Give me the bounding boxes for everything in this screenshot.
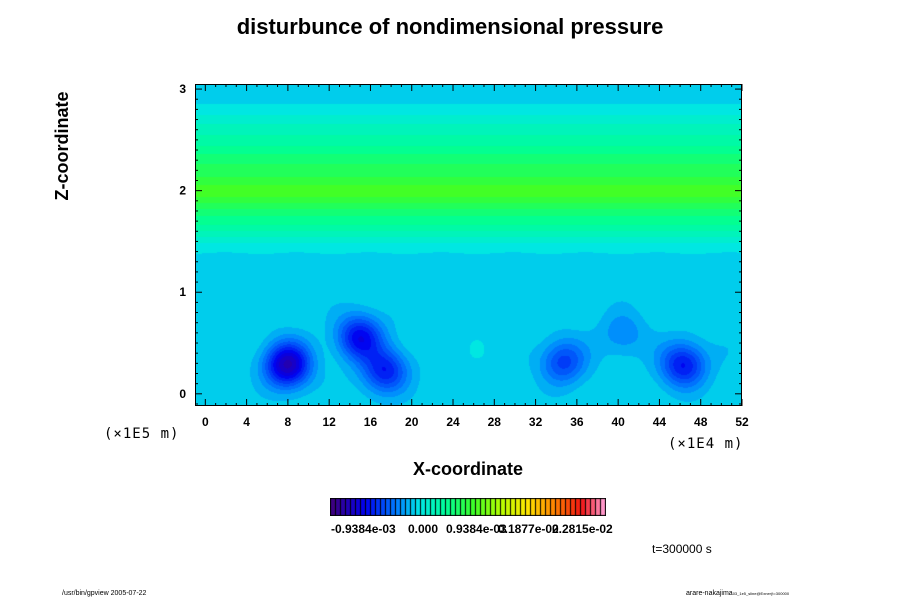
y-tick-label: 1 [179,285,186,299]
colorbar-label: 0.2815e-02 [552,522,613,536]
footer-file: 03_1e5_sline@Exner(t=300000 [732,591,790,596]
x-tick-label: 24 [446,415,460,429]
plot-area [195,84,742,406]
colorbar-label: 0.1877e-02 [498,522,559,536]
x-tick-label: 4 [243,415,250,429]
x-tick-label: 12 [322,415,336,429]
x-tick-label: 0 [202,415,209,429]
pressure-heatmap [196,85,741,405]
x-tick-label: 20 [405,415,419,429]
y-axis-label: Z-coordinate [52,91,72,201]
colorbar-label: 0.9384e-03 [446,522,507,536]
x-axis-unit: (×1E4 m) [668,436,744,452]
chart-title: disturbunce of nondimensional pressure [236,14,664,39]
x-tick-label: 40 [611,415,625,429]
footer-left: /usr/bin/gpview 2005-07-22 [62,590,147,597]
y-tick-label: 3 [179,82,186,96]
x-tick-label: 48 [694,415,708,429]
x-tick-label: 28 [488,415,502,429]
footer-author: arare-nakajima [686,590,733,597]
x-tick-label: 8 [285,415,292,429]
x-tick-label: 36 [570,415,584,429]
footer-right: arare-nakajima03_1e5_sline@Exner(t=30000… [686,590,789,597]
y-tick-label: 2 [179,184,186,198]
colorbar [330,498,606,516]
colorbar-label: 0.000 [408,522,439,536]
colorbar-gradient [330,498,606,516]
colorbar-label: -0.9384e-03 [331,522,396,536]
y-axis-unit: (×1E5 m) [104,426,180,442]
y-tick-label: 0 [179,387,186,401]
x-tick-label: 52 [735,415,749,429]
x-tick-label: 16 [364,415,378,429]
x-tick-label: 44 [653,415,667,429]
x-tick-label: 32 [529,415,543,429]
x-axis-label: X-coordinate [412,459,523,479]
time-annotation: t=300000 s [652,542,712,556]
